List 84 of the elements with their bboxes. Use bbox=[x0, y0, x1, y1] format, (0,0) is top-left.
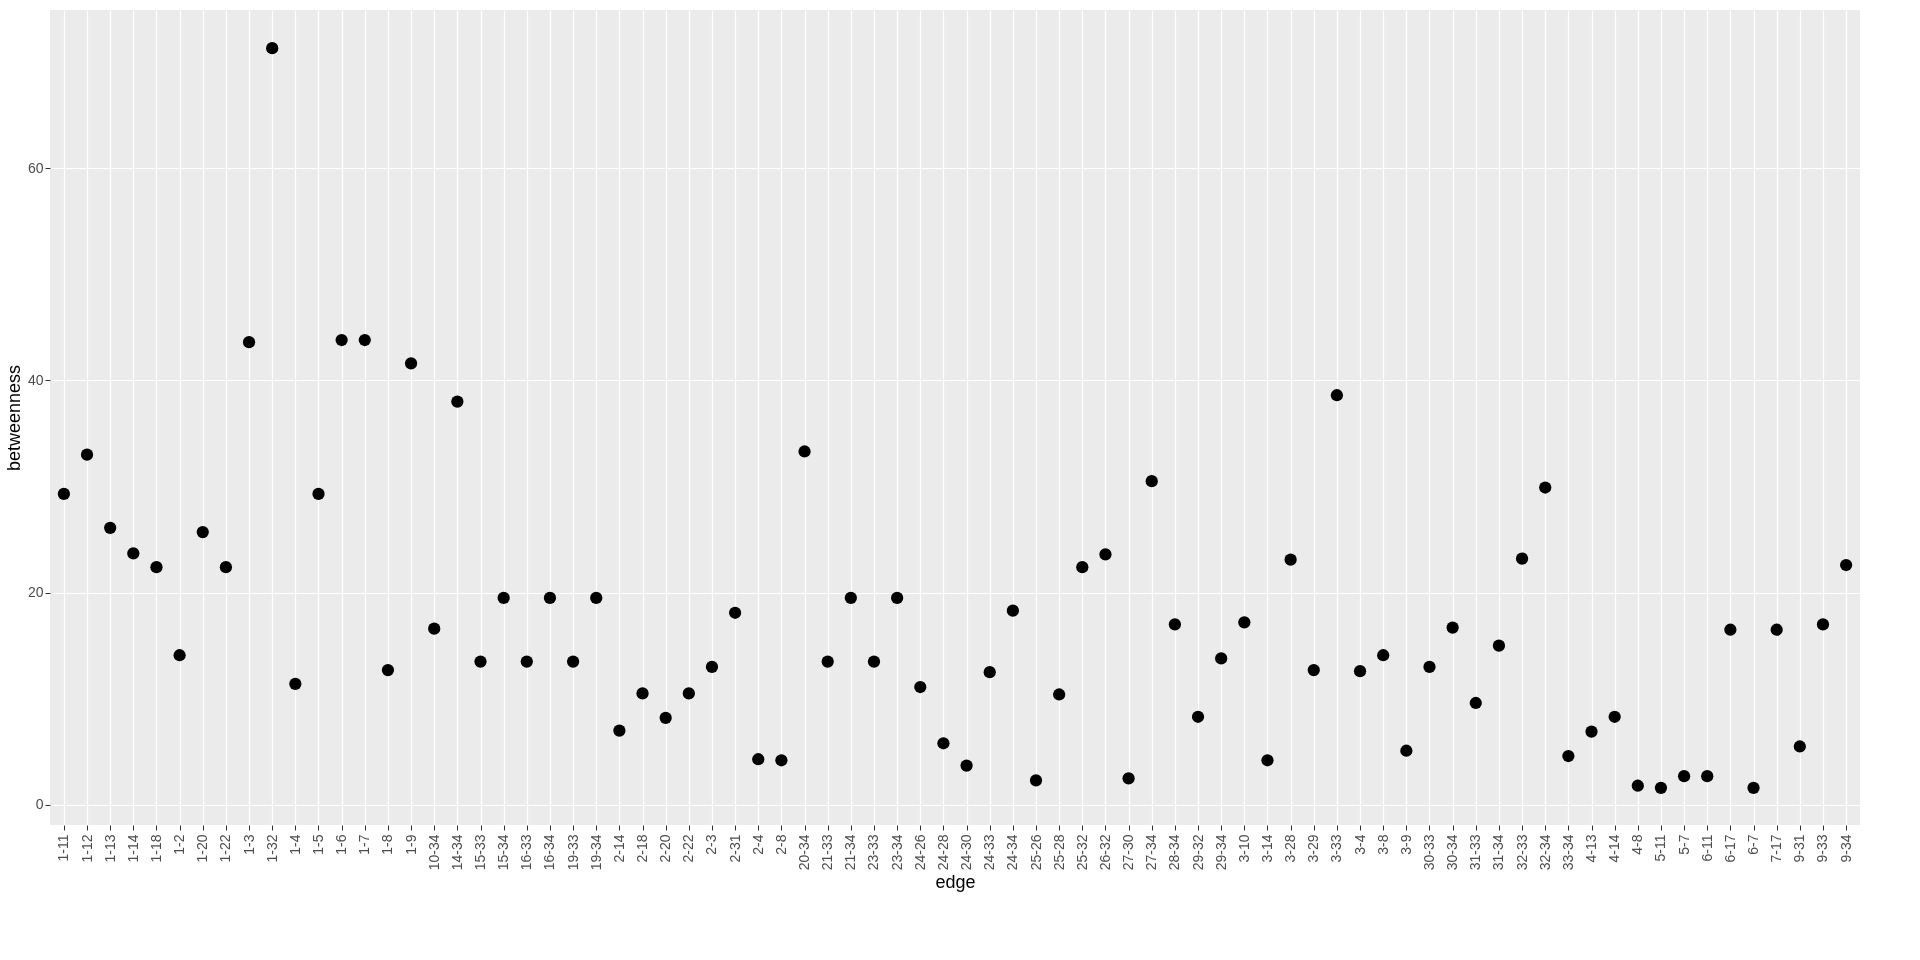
x-tick-label: 20-34 bbox=[796, 834, 813, 871]
x-tick-label: 1-32 bbox=[263, 834, 280, 863]
x-tick-label: 21-34 bbox=[842, 834, 859, 871]
x-tick-label: 1-18 bbox=[147, 834, 164, 863]
x-tick-label: 2-4 bbox=[749, 834, 766, 855]
x-tick-label: 1-4 bbox=[286, 834, 303, 855]
x-tick-label: 4-14 bbox=[1606, 834, 1623, 863]
x-tick-label: 1-11 bbox=[55, 834, 72, 862]
x-tick-label: 28-34 bbox=[1166, 834, 1183, 871]
x-tick-label: 7-17 bbox=[1768, 834, 1785, 863]
x-tick-label: 31-33 bbox=[1467, 834, 1484, 871]
x-tick-label: 24-30 bbox=[958, 834, 975, 871]
x-tick-label: 15-34 bbox=[495, 834, 512, 871]
x-tick-label: 6-17 bbox=[1721, 834, 1738, 863]
x-tick-label: 16-33 bbox=[518, 834, 535, 871]
x-tick-label: 25-26 bbox=[1027, 834, 1044, 871]
x-tick-label: 2-18 bbox=[634, 834, 651, 863]
x-tick-label: 3-14 bbox=[1258, 834, 1275, 863]
x-tick-label: 27-30 bbox=[1120, 834, 1137, 871]
x-tick-label: 24-34 bbox=[1004, 834, 1021, 871]
y-tick-label: 60 bbox=[27, 159, 44, 176]
x-tick-label: 19-34 bbox=[587, 834, 604, 871]
x-tick-label: 33-34 bbox=[1559, 834, 1576, 871]
x-tick-label: 1-14 bbox=[124, 834, 141, 863]
x-tick-label: 23-33 bbox=[865, 834, 882, 871]
x-tick-label: 29-32 bbox=[1189, 834, 1206, 871]
x-tick-label: 27-34 bbox=[1143, 834, 1160, 871]
x-tick-label: 2-8 bbox=[772, 834, 789, 855]
x-tick-label: 1-3 bbox=[240, 834, 257, 855]
x-tick-label: 6-7 bbox=[1745, 834, 1762, 855]
x-tick-label: 3-33 bbox=[1328, 834, 1345, 863]
x-tick-label: 5-7 bbox=[1675, 834, 1692, 855]
x-tick-label: 4-8 bbox=[1629, 834, 1646, 855]
x-tick-label: 1-20 bbox=[194, 834, 211, 863]
x-tick-label: 4-13 bbox=[1583, 834, 1600, 863]
x-tick-label: 1-6 bbox=[333, 834, 350, 855]
x-tick-label: 30-33 bbox=[1420, 834, 1437, 871]
x-tick-label: 9-34 bbox=[1837, 834, 1854, 863]
x-tick-label: 26-32 bbox=[1096, 834, 1113, 871]
x-tick-label: 30-34 bbox=[1444, 834, 1461, 871]
x-tick-label: 3-28 bbox=[1282, 834, 1299, 863]
x-tick-label: 32-34 bbox=[1536, 834, 1553, 871]
x-tick-label: 2-31 bbox=[726, 834, 743, 863]
x-tick-label: 3-8 bbox=[1374, 834, 1391, 855]
x-tick-label: 15-33 bbox=[472, 834, 489, 871]
x-tick-label: 1-12 bbox=[78, 834, 95, 863]
x-tick-label: 1-7 bbox=[356, 834, 373, 855]
x-tick-label: 31-34 bbox=[1490, 834, 1507, 871]
x-tick-label: 29-34 bbox=[1212, 834, 1229, 871]
x-tick-label: 10-34 bbox=[425, 834, 442, 871]
x-tick-label: 1-13 bbox=[101, 834, 118, 863]
x-tick-label: 1-8 bbox=[379, 834, 396, 855]
x-tick-label: 1-2 bbox=[171, 834, 188, 855]
x-tick-label: 23-34 bbox=[888, 834, 905, 871]
x-tick-label: 1-9 bbox=[402, 834, 419, 855]
x-tick-label: 14-34 bbox=[448, 834, 465, 871]
x-tick-label: 1-22 bbox=[217, 834, 234, 863]
x-tick-label: 25-32 bbox=[1073, 834, 1090, 871]
x-tick-label: 3-4 bbox=[1351, 834, 1368, 855]
x-tick-label: 2-20 bbox=[657, 834, 674, 863]
x-tick-label: 21-33 bbox=[819, 834, 836, 871]
x-tick-label: 3-9 bbox=[1397, 834, 1414, 855]
x-tick-label: 2-22 bbox=[680, 834, 697, 863]
x-tick-label: 24-28 bbox=[934, 834, 951, 871]
x-tick-label: 5-11 bbox=[1652, 834, 1669, 862]
x-tick-label: 19-33 bbox=[564, 834, 581, 871]
x-tick-label: 24-33 bbox=[981, 834, 998, 871]
x-axis-title: edge bbox=[935, 872, 976, 893]
y-axis-title: betweenness bbox=[3, 364, 24, 472]
x-tick-label: 3-29 bbox=[1305, 834, 1322, 863]
x-tick-label: 2-3 bbox=[703, 834, 720, 855]
x-tick-label: 24-26 bbox=[911, 834, 928, 871]
x-tick-label: 1-5 bbox=[309, 834, 326, 855]
x-tick-label: 9-33 bbox=[1814, 834, 1831, 863]
y-tick-label: 40 bbox=[27, 371, 44, 388]
x-tick-label: 6-11 bbox=[1698, 834, 1715, 862]
x-tick-label: 25-28 bbox=[1050, 834, 1067, 871]
x-tick-label: 16-34 bbox=[541, 834, 558, 871]
x-tick-label: 9-31 bbox=[1791, 834, 1808, 863]
x-tick-label: 32-33 bbox=[1513, 834, 1530, 871]
y-tick-label: 20 bbox=[27, 584, 44, 601]
x-tick-label: 3-10 bbox=[1235, 834, 1252, 863]
x-tick-label: 2-14 bbox=[610, 834, 627, 863]
y-tick-label: 0 bbox=[35, 796, 44, 813]
